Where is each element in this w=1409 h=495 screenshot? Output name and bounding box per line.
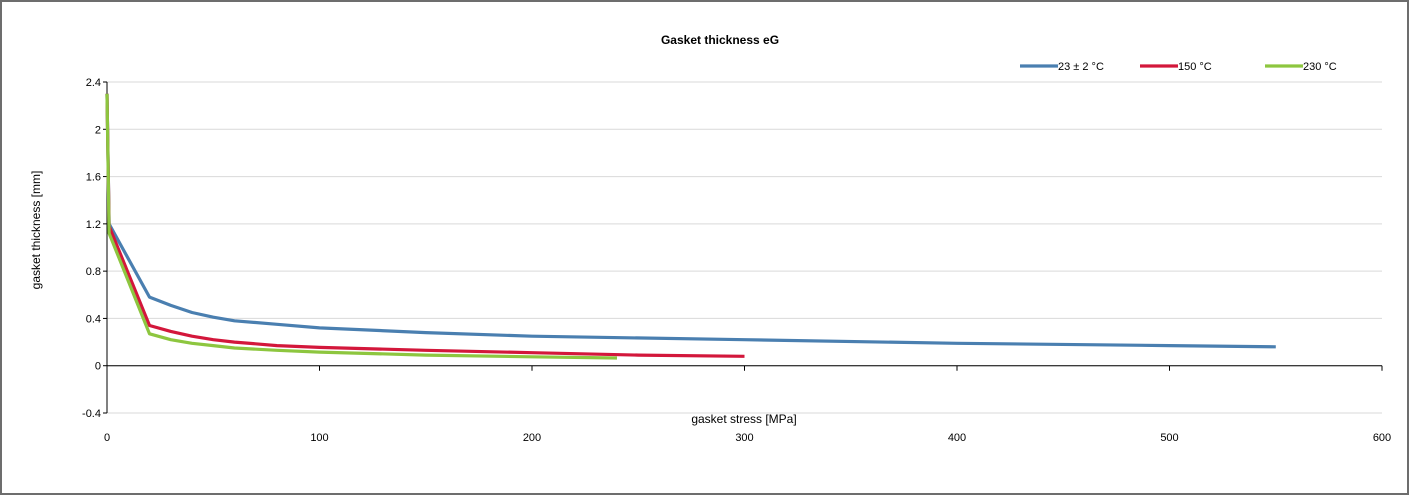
y-tick-label: 2.4 xyxy=(86,77,101,89)
x-tick-label: 600 xyxy=(1373,432,1391,444)
axes xyxy=(103,81,1383,414)
x-tick-label: 200 xyxy=(523,432,541,444)
series-lines xyxy=(105,93,1276,360)
series-line-1 xyxy=(105,93,1276,349)
x-tick-label: 300 xyxy=(735,432,753,444)
legend-label-1: 23 ± 2 °C xyxy=(1058,61,1104,73)
y-tick-label: -0.4 xyxy=(82,408,101,420)
legend-label-2: 150 °C xyxy=(1178,61,1212,73)
series-line-2 xyxy=(105,93,745,358)
y-tick-label: 0.8 xyxy=(86,266,101,278)
series-line-3 xyxy=(105,93,618,360)
x-tick-label: 500 xyxy=(1160,432,1178,444)
y-tick-label: 1.2 xyxy=(86,219,101,231)
y-tick-label: 1.6 xyxy=(86,172,101,184)
legend: 23 ± 2 °C 150 °C 230 °C xyxy=(1020,61,1337,73)
legend-label-3: 230 °C xyxy=(1303,61,1337,73)
x-tick-labels: 0 100 200 300 400 500 600 xyxy=(104,432,1391,444)
y-tick-label: 0 xyxy=(95,361,101,373)
gridlines xyxy=(107,81,1382,414)
x-tick-label: 400 xyxy=(948,432,966,444)
x-tick-label: 0 xyxy=(104,432,110,444)
chart-title: Gasket thickness eG xyxy=(661,33,779,47)
y-tick-labels: -0.4 0 0.4 0.8 1.2 1.6 2 2.4 xyxy=(82,77,101,420)
y-tick-label: 2 xyxy=(95,124,101,136)
y-tick-label: 0.4 xyxy=(86,313,101,325)
x-axis-label: gasket stress [MPa] xyxy=(691,412,796,426)
x-tick-label: 100 xyxy=(310,432,328,444)
y-axis-label: gasket thickness [mm] xyxy=(29,171,43,290)
